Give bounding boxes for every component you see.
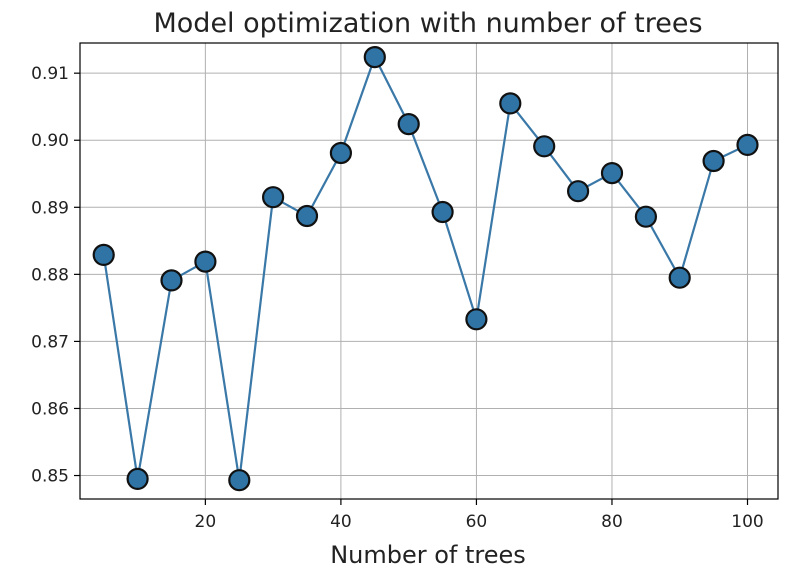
data-point <box>397 112 420 136</box>
data-point <box>295 204 319 228</box>
data-point <box>363 45 386 69</box>
data-point <box>126 467 149 490</box>
x-tick-label: 20 <box>195 512 217 532</box>
y-tick-label: 0.89 <box>31 198 69 218</box>
y-tick-label: 0.88 <box>31 265 69 285</box>
y-tick-label: 0.87 <box>31 332 69 352</box>
data-point <box>431 200 454 224</box>
y-axis-ticks: 0.85 0.86 0.87 0.88 0.89 0.90 0.91 <box>31 64 80 487</box>
data-point <box>533 135 556 158</box>
x-axis-ticks: 20 40 60 80 100 <box>195 499 764 532</box>
y-tick-label: 0.91 <box>31 64 69 84</box>
x-tick-label: 100 <box>731 512 763 532</box>
axes-frame <box>79 42 779 500</box>
data-point <box>160 269 183 292</box>
y-tick-label: 0.86 <box>31 399 69 419</box>
data-point <box>329 141 352 165</box>
data-point <box>262 186 285 209</box>
x-axis-label: Number of trees <box>330 541 526 569</box>
x-tick-label: 60 <box>466 512 488 532</box>
series-group <box>92 45 759 492</box>
y-tick-label: 0.85 <box>31 467 69 487</box>
data-point <box>566 180 590 203</box>
chart-title: Model optimization with number of trees <box>153 8 702 39</box>
data-point <box>228 469 251 492</box>
x-tick-label: 80 <box>601 512 623 532</box>
y-tick-label: 0.90 <box>31 131 69 151</box>
data-point <box>600 162 624 185</box>
data-point <box>668 266 691 289</box>
data-point <box>736 133 759 156</box>
data-point <box>634 205 658 228</box>
data-point <box>499 92 522 115</box>
data-point <box>194 250 217 273</box>
data-point <box>465 308 488 331</box>
x-tick-label: 40 <box>330 512 352 532</box>
grid-lines <box>80 43 778 499</box>
data-point <box>702 149 725 173</box>
data-point <box>92 243 115 266</box>
